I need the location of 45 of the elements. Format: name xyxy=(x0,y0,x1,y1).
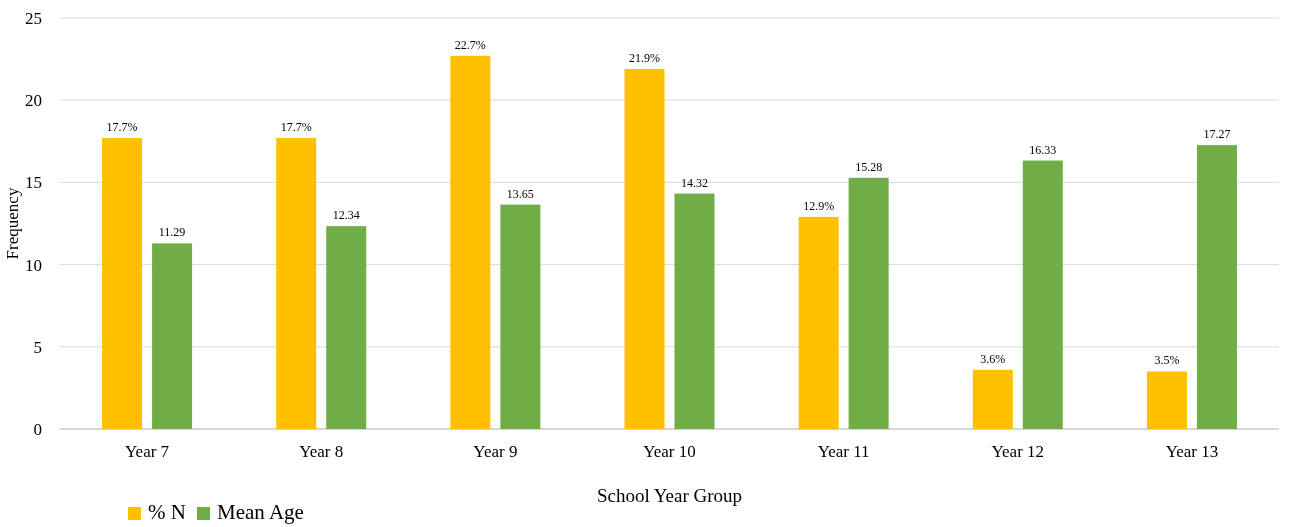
data-label: 3.5% xyxy=(1154,353,1180,368)
data-label: 3.6% xyxy=(980,351,1006,366)
x-tick-label: Year 9 xyxy=(473,442,518,461)
bar xyxy=(326,226,367,429)
data-label: 11.29 xyxy=(158,225,186,240)
data-label: 12.9% xyxy=(803,198,835,213)
data-label: 16.33 xyxy=(1029,142,1057,157)
y-tick-label: 5 xyxy=(33,337,42,357)
y-tick-label: 0 xyxy=(33,419,42,439)
bar xyxy=(450,55,491,429)
bar xyxy=(102,138,143,429)
bar xyxy=(674,193,715,429)
data-label: 17.7% xyxy=(106,120,138,135)
data-label: 15.28 xyxy=(855,159,883,174)
bar xyxy=(1196,145,1237,429)
y-tick-label: 15 xyxy=(25,173,42,193)
legend-label: % N xyxy=(148,500,186,524)
x-tick-label: Year 7 xyxy=(125,442,170,461)
data-label: 21.9% xyxy=(629,50,660,65)
x-tick-label: Year 12 xyxy=(991,442,1045,461)
y-tick-label: 25 xyxy=(25,8,42,28)
data-label: 22.7% xyxy=(454,37,486,52)
x-tick-label: Year 13 xyxy=(1165,442,1219,461)
x-axis-title: School Year Group xyxy=(596,485,743,506)
legend-label: Mean Age xyxy=(217,500,304,524)
data-label: 13.65 xyxy=(506,186,534,201)
bar xyxy=(848,177,889,429)
data-label: 12.34 xyxy=(332,208,360,223)
bar xyxy=(152,243,193,429)
y-tick-label: 10 xyxy=(25,255,42,275)
data-label: 14.32 xyxy=(681,175,708,190)
bar xyxy=(1146,371,1187,429)
x-tick-label: Year 11 xyxy=(817,442,870,461)
bar xyxy=(798,216,839,429)
bar xyxy=(1022,160,1063,429)
y-axis-title: Frequency xyxy=(3,187,22,260)
data-label: 17.27 xyxy=(1203,127,1231,142)
data-label: 17.7% xyxy=(280,120,312,135)
x-tick-label: Year 10 xyxy=(643,442,696,461)
bar xyxy=(500,204,541,429)
y-tick-label: 20 xyxy=(25,91,42,111)
x-tick-label: Year 8 xyxy=(299,442,344,461)
bar xyxy=(624,68,665,429)
bar xyxy=(972,369,1013,429)
bar xyxy=(276,138,317,429)
